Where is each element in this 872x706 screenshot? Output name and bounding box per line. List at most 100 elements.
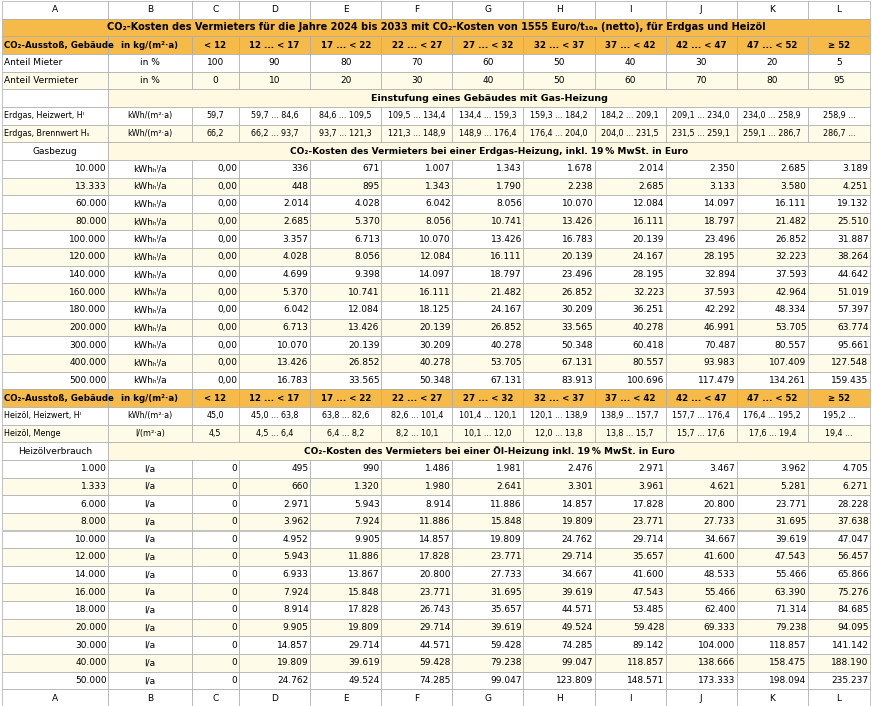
Bar: [192, 689, 239, 706]
Bar: [453, 477, 523, 495]
Bar: [2, 424, 108, 442]
Bar: [453, 389, 523, 407]
Text: 16.783: 16.783: [277, 376, 309, 385]
Bar: [595, 265, 665, 283]
Bar: [665, 213, 737, 230]
Text: 3.580: 3.580: [780, 182, 807, 191]
Text: 2.014: 2.014: [638, 164, 664, 173]
Bar: [453, 213, 523, 230]
Text: 3.301: 3.301: [567, 482, 593, 491]
Bar: [310, 654, 381, 671]
Bar: [808, 636, 870, 654]
Text: 65.866: 65.866: [837, 570, 869, 579]
Bar: [523, 671, 595, 689]
Text: 33.565: 33.565: [348, 376, 380, 385]
Bar: [381, 671, 453, 689]
Bar: [108, 71, 192, 89]
Text: 31.887: 31.887: [837, 235, 869, 244]
Bar: [108, 301, 192, 318]
Bar: [595, 354, 665, 371]
Text: 109,5 ... 134,4: 109,5 ... 134,4: [388, 112, 446, 120]
Text: 107.409: 107.409: [769, 359, 807, 367]
Bar: [523, 513, 595, 530]
Bar: [310, 513, 381, 530]
Bar: [808, 530, 870, 548]
Text: ≥ 52: ≥ 52: [828, 394, 850, 402]
Text: 3.962: 3.962: [283, 517, 309, 526]
Text: 19.809: 19.809: [348, 623, 380, 632]
Bar: [523, 36, 595, 54]
Text: 74.285: 74.285: [562, 641, 593, 650]
Text: 17 ... < 22: 17 ... < 22: [321, 41, 371, 49]
Text: 41.600: 41.600: [633, 570, 664, 579]
Bar: [239, 124, 310, 142]
Text: 19.809: 19.809: [490, 535, 522, 544]
Text: 50.000: 50.000: [75, 676, 106, 685]
Text: kWhₕᴵ/a: kWhₕᴵ/a: [133, 359, 167, 367]
Text: 60: 60: [482, 59, 494, 67]
Bar: [310, 636, 381, 654]
Text: 2.238: 2.238: [568, 182, 593, 191]
Bar: [737, 265, 808, 283]
Bar: [192, 389, 239, 407]
Bar: [108, 160, 192, 177]
Text: 15,7 ... 17,6: 15,7 ... 17,6: [678, 429, 725, 438]
Text: 8.056: 8.056: [496, 200, 522, 208]
Bar: [108, 530, 192, 548]
Bar: [808, 230, 870, 248]
Bar: [453, 689, 523, 706]
Bar: [2, 477, 108, 495]
Text: 53.705: 53.705: [775, 323, 807, 332]
Bar: [108, 389, 192, 407]
Text: 40.000: 40.000: [75, 659, 106, 667]
Bar: [108, 689, 192, 706]
Bar: [523, 654, 595, 671]
Bar: [310, 601, 381, 618]
Bar: [239, 424, 310, 442]
Text: A: A: [52, 6, 58, 14]
Text: 101,4 ... 120,1: 101,4 ... 120,1: [460, 412, 516, 420]
Bar: [595, 160, 665, 177]
Bar: [2, 495, 108, 513]
Text: 134,4 ... 159,3: 134,4 ... 159,3: [460, 112, 517, 120]
Bar: [381, 477, 453, 495]
Text: Heizöl, Heizwert, Hᴵ: Heizöl, Heizwert, Hᴵ: [3, 412, 80, 420]
Text: 47 ... < 52: 47 ... < 52: [747, 394, 798, 402]
Text: 29.714: 29.714: [633, 535, 664, 544]
Bar: [808, 283, 870, 301]
Text: 4.705: 4.705: [842, 465, 869, 473]
Text: 49.524: 49.524: [349, 676, 380, 685]
Text: 140.000: 140.000: [70, 270, 106, 279]
Bar: [108, 1, 192, 18]
Text: L: L: [836, 694, 841, 702]
Bar: [595, 671, 665, 689]
Text: 13.426: 13.426: [277, 359, 309, 367]
Bar: [192, 318, 239, 336]
Text: 13,8 ... 15,7: 13,8 ... 15,7: [606, 429, 654, 438]
Text: 80: 80: [340, 59, 351, 67]
Text: 121,3 ... 148,9: 121,3 ... 148,9: [388, 129, 446, 138]
Text: J: J: [700, 6, 703, 14]
Bar: [310, 548, 381, 566]
Bar: [239, 477, 310, 495]
Bar: [808, 354, 870, 371]
Text: 1.000: 1.000: [81, 465, 106, 473]
Text: 120,1 ... 138,9: 120,1 ... 138,9: [530, 412, 588, 420]
Text: 48.334: 48.334: [775, 306, 807, 314]
Bar: [2, 160, 108, 177]
Bar: [453, 424, 523, 442]
Text: 79.238: 79.238: [775, 623, 807, 632]
Bar: [108, 318, 192, 336]
Bar: [192, 160, 239, 177]
Bar: [453, 618, 523, 636]
Bar: [310, 566, 381, 583]
Bar: [595, 36, 665, 54]
Text: 6.271: 6.271: [842, 482, 869, 491]
Text: K: K: [769, 694, 775, 702]
Text: 70: 70: [411, 59, 423, 67]
Bar: [192, 618, 239, 636]
Bar: [108, 248, 192, 265]
Text: 1.343: 1.343: [496, 164, 522, 173]
Bar: [310, 354, 381, 371]
Text: G: G: [485, 6, 492, 14]
